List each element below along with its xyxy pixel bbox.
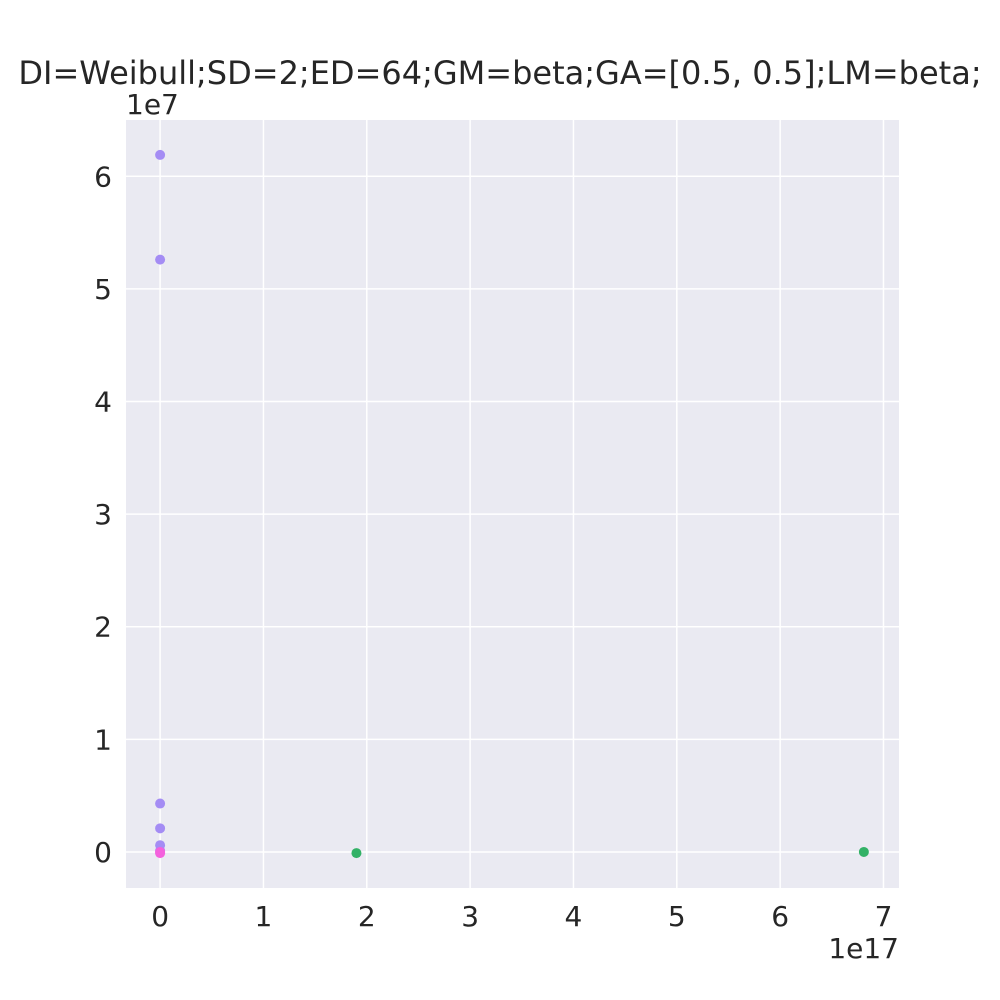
- y-axis-tick-labels: 0 1 2 3 4 5 6: [94, 160, 112, 869]
- x-tick-label: 5: [668, 900, 686, 933]
- x-axis-tick-labels: 0 1 2 3 4 5 6 7: [151, 900, 892, 933]
- data-point-series-3: [155, 846, 166, 857]
- data-point-series-2: [351, 848, 362, 859]
- grid-lines: [126, 120, 899, 888]
- x-tick-label: 2: [358, 900, 376, 933]
- y-tick-label: 6: [94, 160, 112, 193]
- x-tick-label: 4: [565, 900, 583, 933]
- data-point-series-1: [155, 149, 166, 160]
- y-tick-label: 3: [94, 498, 112, 531]
- plot-area: [126, 120, 899, 888]
- y-axis-offset-label: 1e7: [126, 88, 179, 121]
- data-point-series-2: [858, 846, 869, 857]
- y-tick-label: 2: [94, 611, 112, 644]
- x-tick-label: 7: [875, 900, 893, 933]
- chart-title: DI=Weibull;SD=2;ED=64;GM=beta;GA=[0.5, 0…: [18, 54, 981, 92]
- x-tick-label: 1: [255, 900, 273, 933]
- y-tick-label: 4: [94, 386, 112, 419]
- x-tick-label: 6: [771, 900, 789, 933]
- x-axis-offset-label: 1e17: [828, 932, 899, 965]
- x-tick-label: 3: [461, 900, 479, 933]
- y-tick-label: 5: [94, 273, 112, 306]
- data-point-series-1: [155, 798, 166, 809]
- x-tick-label: 0: [151, 900, 169, 933]
- data-point-series-1: [155, 823, 166, 834]
- data-points: [155, 149, 869, 859]
- y-tick-label: 0: [94, 836, 112, 869]
- y-tick-label: 1: [94, 723, 112, 756]
- data-point-series-1: [155, 254, 166, 265]
